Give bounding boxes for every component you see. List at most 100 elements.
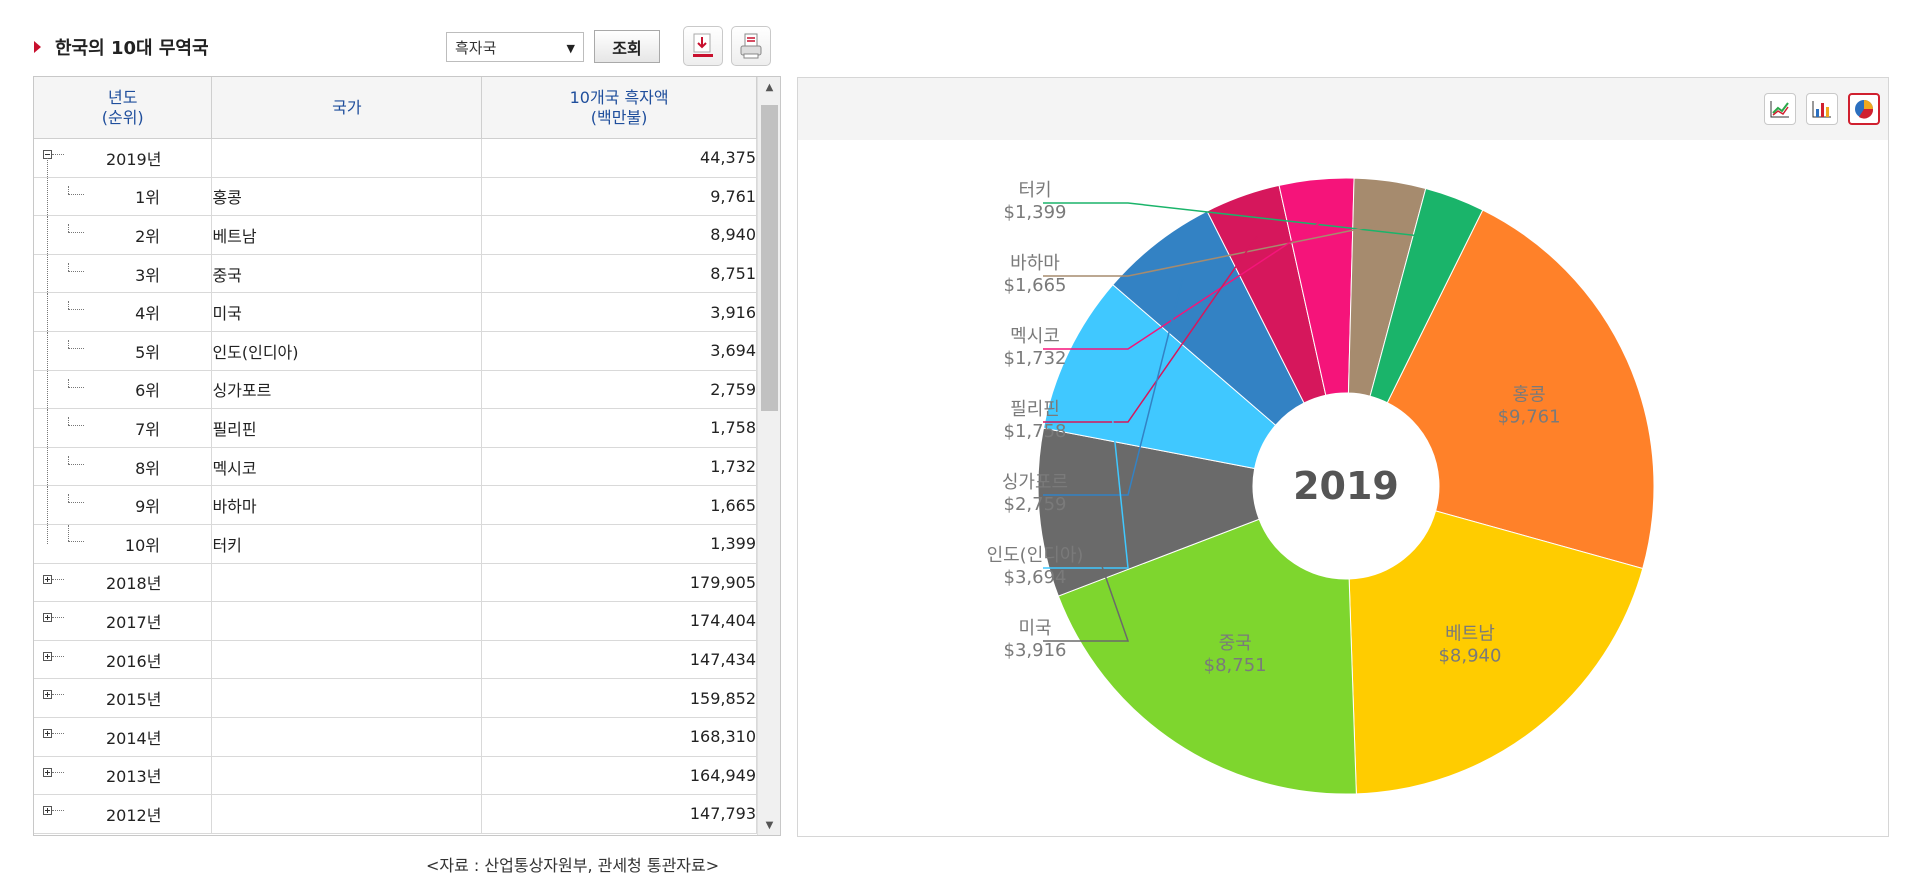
pie-slice[interactable]	[1369, 187, 1484, 404]
country-cell	[211, 794, 483, 834]
rank-label: 6위	[135, 381, 160, 401]
table-row-year[interactable]: 2018년 179,905	[34, 563, 757, 603]
table-header-row: 년도 (순위) 국가 10개국 흑자액 (백만불)	[34, 77, 757, 139]
col-header-surplus[interactable]: 10개국 흑자액 (백만불)	[481, 77, 757, 139]
rank-label: 7위	[135, 419, 160, 439]
table-row-year[interactable]: 2015년 159,852	[34, 678, 757, 718]
table-row-country[interactable]: 3위 중국 8,751	[34, 254, 757, 294]
year-label: 2012년	[106, 805, 162, 825]
rank-label: 8위	[135, 458, 160, 478]
country-cell: 싱가포르	[211, 370, 483, 410]
table-row-year[interactable]: 2016년 147,434	[34, 640, 757, 680]
year-rank-cell: 2014년	[34, 717, 213, 757]
year-label: 2014년	[106, 728, 162, 748]
year-rank-cell: 2012년	[34, 794, 213, 834]
country-cell	[211, 601, 483, 641]
print-icon	[740, 33, 762, 59]
year-rank-cell: 4위	[34, 292, 213, 332]
trade-type-select[interactable]: 흑자국 ▼	[446, 32, 584, 62]
year-rank-cell: 2013년	[34, 756, 213, 796]
surplus-value-cell: 1,758	[481, 408, 757, 448]
table-row-year[interactable]: 2014년 168,310	[34, 717, 757, 757]
source-note: <자료 : 산업통상자원부, 관세청 통관자료>	[426, 856, 720, 875]
col-header-year[interactable]: 년도 (순위)	[34, 77, 213, 139]
year-rank-cell: 3위	[34, 254, 213, 294]
year-rank-cell: 1위	[34, 177, 213, 217]
line-chart-button[interactable]	[1764, 93, 1796, 125]
table-row-year[interactable]: 2013년 164,949	[34, 756, 757, 796]
slice-category-label: 바하마	[1010, 253, 1060, 274]
slice-leader-line	[1043, 509, 1130, 642]
download-button[interactable]	[683, 26, 723, 66]
country-cell: 터키	[211, 524, 483, 564]
tree-expand-icon[interactable]	[43, 728, 52, 738]
table-row-country[interactable]: 7위 필리핀 1,758	[34, 408, 757, 448]
rank-label: 5위	[135, 342, 160, 362]
tree-expand-icon[interactable]	[43, 806, 52, 816]
surplus-value-cell: 164,949	[481, 756, 757, 796]
pie-slice[interactable]	[1348, 510, 1644, 795]
pie-slice[interactable]	[1386, 209, 1655, 570]
table-row-country[interactable]: 4위 미국 3,916	[34, 292, 757, 332]
table-row-year[interactable]: 2017년 174,404	[34, 601, 757, 641]
surplus-value-cell: 3,916	[481, 292, 757, 332]
slice-category-label: 홍콩	[1513, 384, 1546, 405]
year-rank-cell: 2위	[34, 215, 213, 255]
pie-center-label: 2019	[1293, 464, 1399, 508]
country-cell	[211, 678, 483, 718]
scrollbar-thumb[interactable]	[761, 105, 778, 411]
tree-expand-icon[interactable]	[43, 651, 52, 661]
query-button[interactable]: 조회	[594, 30, 660, 63]
section-title: 한국의 10대 무역국	[34, 30, 209, 64]
table-scrollbar[interactable]: ▲ ▼	[757, 77, 780, 835]
country-cell	[211, 717, 483, 757]
rank-label: 9위	[135, 497, 160, 517]
year-rank-cell: 2019년	[34, 138, 213, 178]
title-arrow-icon	[34, 41, 41, 53]
table-row-year[interactable]: 2012년 147,793	[34, 794, 757, 834]
table-row-year[interactable]: 2019년 44,375	[34, 138, 757, 178]
tree-expand-icon[interactable]	[43, 767, 52, 777]
year-rank-cell: 6위	[34, 370, 213, 410]
table-row-country[interactable]: 8위 멕시코 1,732	[34, 447, 757, 487]
year-label: 2019년	[106, 149, 162, 169]
country-cell: 멕시코	[211, 447, 483, 487]
slice-category-label: 필리핀	[1010, 399, 1060, 420]
slice-category-label: 인도(인디아)	[987, 545, 1084, 566]
pie-slice[interactable]	[1037, 427, 1260, 597]
slice-category-label: 미국	[1018, 618, 1051, 639]
table-row-country[interactable]: 10위 터키 1,399	[34, 524, 757, 564]
surplus-value-cell: 159,852	[481, 678, 757, 718]
table-row-country[interactable]: 1위 홍콩 9,761	[34, 177, 757, 217]
surplus-value-cell: 147,434	[481, 640, 757, 680]
scroll-down-icon[interactable]: ▼	[765, 819, 774, 831]
country-cell	[211, 640, 483, 680]
trade-type-select-value: 흑자국	[455, 38, 497, 57]
bar-chart-icon	[1812, 101, 1831, 118]
table-row-country[interactable]: 5위 인도(인디아) 3,694	[34, 331, 757, 371]
country-cell: 필리핀	[211, 408, 483, 448]
line-chart-icon	[1770, 101, 1789, 118]
country-cell: 바하마	[211, 485, 483, 525]
table-row-country[interactable]: 9위 바하마 1,665	[34, 485, 757, 525]
country-cell: 미국	[211, 292, 483, 332]
col-header-country[interactable]: 국가	[211, 77, 483, 139]
table-row-country[interactable]: 2위 베트남 8,940	[34, 215, 757, 255]
print-button[interactable]	[731, 26, 771, 66]
scroll-up-icon[interactable]: ▲	[765, 81, 774, 93]
year-label: 2016년	[106, 651, 162, 671]
year-rank-cell: 2018년	[34, 563, 213, 603]
tree-expand-icon[interactable]	[43, 690, 52, 700]
table-row-country[interactable]: 6위 싱가포르 2,759	[34, 370, 757, 410]
surplus-value-cell: 8,940	[481, 215, 757, 255]
pie-slice[interactable]	[1057, 518, 1357, 795]
slice-value-label: $3,916	[1004, 640, 1067, 661]
slice-value-label: $1,758	[1004, 421, 1067, 442]
surplus-value-cell: 1,399	[481, 524, 757, 564]
year-label: 2015년	[106, 690, 162, 710]
bar-chart-button[interactable]	[1806, 93, 1838, 125]
tree-expand-icon[interactable]	[43, 574, 52, 584]
slice-value-label: $9,761	[1498, 406, 1561, 427]
tree-expand-icon[interactable]	[43, 613, 52, 623]
pie-chart-button[interactable]	[1848, 93, 1880, 125]
